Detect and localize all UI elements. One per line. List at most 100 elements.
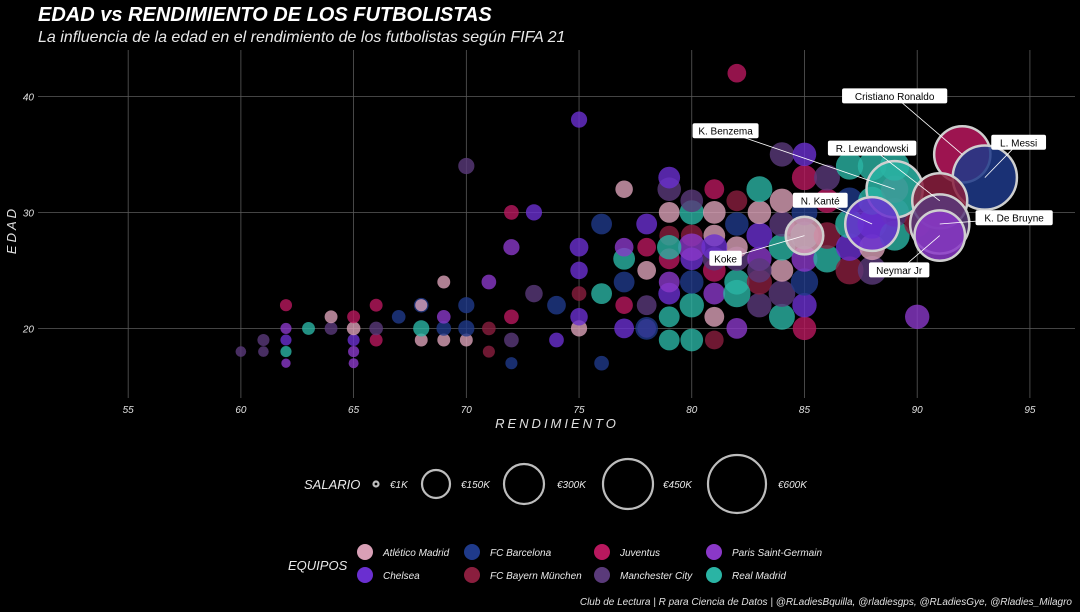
player-label: Neymar Jr (876, 266, 923, 277)
player-point (547, 295, 566, 315)
player-point (482, 321, 496, 336)
player-point (747, 293, 772, 318)
player-label-box (991, 134, 1047, 150)
player-point (369, 333, 383, 347)
player-point (636, 213, 658, 235)
team-legend-swatch (464, 544, 480, 560)
player-point (814, 164, 840, 191)
player-point (458, 297, 475, 314)
player-point (769, 142, 795, 167)
player-point (302, 321, 315, 335)
chart-title: EDAD vs RENDIMIENTO DE LOS FUTBOLISTAS (38, 4, 492, 26)
size-legend-label: €450K (663, 480, 693, 491)
player-point (347, 333, 360, 347)
player-point (569, 237, 589, 257)
x-tick-label: 65 (348, 405, 360, 416)
player-label-box (827, 140, 917, 156)
x-axis-ticks: 55 60 65 70 75 80 85 90 95 (123, 405, 1036, 416)
player-point (658, 329, 680, 351)
team-legend-swatch (357, 544, 373, 560)
player-point (324, 310, 338, 324)
player-point (905, 304, 930, 329)
player-point (835, 152, 864, 180)
player-point (637, 261, 657, 280)
player-point (258, 346, 269, 357)
y-tick-label: 40 (23, 92, 35, 103)
team-legend-title: EQUIPOS (288, 558, 348, 573)
player-point (481, 274, 497, 290)
player-point (770, 259, 794, 282)
size-legend: SALARIO €1K €150K €300K €450K €600K (304, 453, 808, 515)
player-point (437, 275, 451, 289)
player-label: R. Lewandowski (836, 144, 909, 155)
player-point (679, 270, 704, 294)
player-point (348, 346, 360, 358)
team-legend-swatch (464, 567, 480, 583)
player-point (615, 180, 633, 198)
player-point (505, 357, 518, 370)
player-point (504, 205, 519, 220)
x-tick-label: 80 (686, 405, 698, 416)
x-tick-label: 55 (123, 405, 135, 416)
player-point (636, 295, 657, 316)
player-label: Koke (714, 254, 737, 265)
player-point (279, 299, 293, 312)
player-point (747, 200, 772, 225)
size-legend-circle (502, 462, 546, 506)
player-point (614, 237, 634, 257)
x-tick-label: 90 (912, 405, 924, 416)
size-legend-label: €300K (557, 480, 587, 491)
team-legend-label: Atlético Madrid (382, 548, 450, 559)
player-point (235, 346, 247, 357)
player-point (747, 258, 772, 283)
player-point (726, 190, 748, 212)
team-legend-swatch (594, 544, 610, 560)
player-point (768, 280, 796, 307)
player-point (549, 332, 564, 348)
player-point (703, 282, 726, 305)
player-point (414, 333, 428, 347)
team-legend-label: FC Barcelona (490, 548, 552, 559)
player-point (790, 268, 819, 296)
x-tick-label: 95 (1024, 405, 1036, 416)
player-point (324, 321, 338, 335)
x-tick-label: 85 (799, 405, 811, 416)
size-legend-circle (372, 480, 380, 488)
player-point (369, 321, 383, 336)
player-point (727, 63, 747, 83)
player-point (413, 320, 430, 337)
player-point (280, 334, 292, 346)
team-legend-swatch (357, 567, 373, 583)
player-point (613, 271, 635, 293)
data-points (235, 63, 931, 371)
player-point (791, 165, 818, 191)
player-point (658, 306, 680, 328)
size-legend-circle (420, 468, 452, 500)
player-point (437, 333, 451, 347)
player-point (459, 333, 473, 347)
player-point (768, 303, 795, 330)
player-point (746, 222, 773, 249)
label-connector (725, 130, 895, 190)
player-label: K. Benzema (698, 127, 753, 138)
size-legend-label: €600K (778, 480, 808, 491)
team-legend-label: Juventus (619, 548, 660, 559)
y-tick-label: 20 (22, 324, 35, 335)
team-legend-label: Real Madrid (732, 571, 786, 582)
player-point (504, 309, 519, 325)
chart-subtitle: La influencia de la edad en el rendimien… (38, 29, 566, 46)
player-point (704, 306, 725, 327)
player-label: L. Messi (1000, 138, 1037, 149)
player-point (680, 189, 704, 213)
player-point (591, 283, 612, 305)
player-point (702, 201, 726, 224)
player-point (458, 157, 475, 175)
player-point (280, 346, 292, 358)
player-point (657, 235, 682, 260)
player-point (704, 179, 725, 200)
size-legend-label: €1K (390, 480, 409, 491)
x-tick-label: 70 (461, 405, 473, 416)
player-point (369, 298, 383, 312)
player-point (658, 166, 681, 189)
